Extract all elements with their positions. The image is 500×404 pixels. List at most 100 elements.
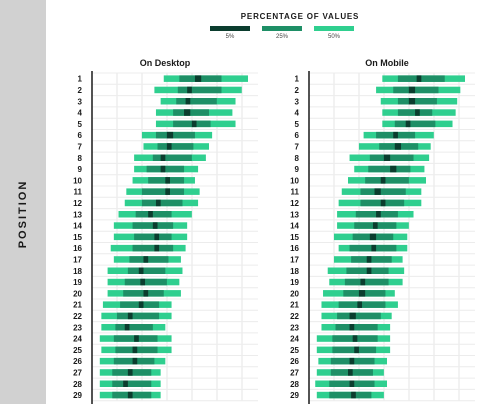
panel-0-tick-13: 13 (73, 210, 82, 219)
panel-0-band25-row-12 (141, 199, 183, 207)
panel-0-tick-7: 7 (78, 142, 83, 151)
panel-0-tick-12: 12 (73, 199, 82, 208)
panel-1-tick-24: 24 (290, 335, 299, 344)
panel-1-band5-row-22 (349, 312, 356, 320)
panel-0-band25-row-6 (155, 131, 195, 139)
panel-0-tick-10: 10 (73, 176, 82, 185)
panel-0-band5-row-26 (132, 357, 138, 365)
panel-0-band25-row-19 (124, 278, 167, 286)
panel-1-tick-7: 7 (295, 142, 300, 151)
panel-1-band5-row-20 (358, 290, 366, 297)
panel-0-tick-16: 16 (73, 244, 82, 253)
panel-1-band5-row-4 (415, 109, 420, 116)
panel-1-band5-row-26 (349, 357, 355, 365)
panel-0-band5-row-5 (191, 120, 197, 128)
panel-1-band5-row-1 (416, 75, 422, 82)
panel-0-tick-2: 2 (78, 86, 83, 95)
panel-0-tick-20: 20 (73, 289, 82, 298)
panel-0-tick-1: 1 (78, 75, 83, 84)
panel-1-band5-row-10 (380, 177, 386, 184)
panel-0-band5-row-14 (152, 222, 158, 229)
panel-1-band5-row-29 (351, 391, 356, 399)
panel-0-band5-row-24 (134, 335, 139, 342)
panel-0-tick-19: 19 (73, 278, 82, 287)
panel-0-band25-row-18 (127, 267, 166, 274)
panel-1-tick-19: 19 (290, 278, 299, 287)
panel-1-band5-row-7 (394, 143, 402, 150)
panel-1-band5-row-3 (408, 98, 416, 105)
panel-0-tick-6: 6 (78, 131, 83, 140)
legend-label-25: 25% (275, 34, 288, 40)
panel-1-band5-row-8 (383, 154, 391, 161)
panel-1-band5-row-15 (369, 233, 377, 241)
panel-1-band5-row-14 (372, 222, 378, 229)
panel-1-band5-row-13 (376, 211, 381, 218)
panel-0-band5-row-20 (143, 290, 149, 297)
panel-0-band5-row-22 (127, 312, 133, 320)
panel-0-band25-row-15 (134, 233, 172, 241)
panel-0-tick-23: 23 (73, 323, 82, 332)
panel-0-band5-row-29 (127, 391, 133, 399)
legend-swatch-50 (314, 26, 354, 31)
panel-0-tick-26: 26 (73, 357, 82, 366)
panel-1-tick-9: 9 (295, 165, 300, 174)
panel-1-tick-10: 10 (290, 176, 299, 185)
panel-0-tick-9: 9 (78, 165, 83, 174)
panel-1-band5-row-2 (408, 86, 416, 94)
panel-0-tick-8: 8 (78, 154, 83, 163)
panel-1-band5-row-24 (352, 335, 358, 342)
panel-0-band25-row-16 (132, 244, 174, 252)
legend-label-5: 5% (225, 34, 235, 40)
legend-swatch-25 (262, 26, 302, 31)
panel-1-tick-5: 5 (295, 120, 300, 129)
panel-0-band5-row-19 (140, 278, 146, 286)
panel-0-tick-18: 18 (73, 267, 82, 276)
panel-0-band25-row-13 (135, 211, 172, 218)
panel-1-tick-28: 28 (290, 380, 299, 389)
panel-0-band25-row-23 (115, 324, 153, 331)
panel-1-band25-row-29 (329, 391, 372, 399)
panel-0-band5-row-1 (194, 75, 202, 82)
panel-1-tick-21: 21 (290, 301, 299, 310)
panel-1-tick-11: 11 (291, 188, 300, 197)
panel-1-tick-4: 4 (295, 109, 300, 118)
panel-1-tick-8: 8 (295, 154, 300, 163)
panel-1-tick-25: 25 (290, 346, 299, 355)
panel-1-tick-17: 17 (290, 255, 299, 264)
panel-0-tick-22: 22 (73, 312, 82, 321)
panel-1-band5-row-28 (349, 380, 355, 387)
panel-0-tick-15: 15 (73, 233, 82, 242)
panel-0-band5-row-10 (165, 177, 170, 184)
panel-1-tick-15: 15 (290, 233, 299, 242)
panel-0-band25-row-7 (157, 143, 194, 150)
panel-1-band25-row-23 (335, 324, 378, 331)
panel-0-tick-11: 11 (74, 188, 83, 197)
panel-0-band5-row-21 (138, 301, 144, 308)
panel-0-band5-row-18 (138, 267, 144, 274)
panel-0-band5-row-3 (185, 98, 191, 105)
panel-1-tick-13: 13 (290, 210, 299, 219)
panel-0-band5-row-6 (166, 131, 174, 139)
panel-1-band5-row-27 (348, 369, 353, 376)
panel-0-band5-row-17 (143, 256, 149, 263)
panel-1-tick-23: 23 (290, 323, 299, 332)
panel-1-tick-14: 14 (290, 222, 299, 231)
panel-1-band25-row-9 (368, 165, 411, 173)
panel-1-band5-row-21 (357, 301, 363, 308)
panel-0-tick-17: 17 (73, 255, 82, 264)
panel-0-band5-row-15 (154, 233, 160, 241)
panel-0-band5-row-12 (155, 199, 161, 207)
panel-1-tick-6: 6 (295, 131, 300, 140)
panel-0-tick-27: 27 (73, 368, 82, 377)
panel-0-band25-row-4 (173, 109, 209, 116)
legend-title: PERCENTAGE OF VALUES (240, 12, 360, 21)
panel-1-band5-row-12 (380, 199, 386, 207)
panel-0-tick-4: 4 (78, 109, 83, 118)
panel-1-band5-row-5 (405, 120, 411, 128)
panel-0-tick-14: 14 (73, 222, 82, 231)
panel-0-tick-25: 25 (73, 346, 82, 355)
panel-1-tick-26: 26 (290, 357, 299, 366)
panel-1-tick-27: 27 (290, 368, 299, 377)
